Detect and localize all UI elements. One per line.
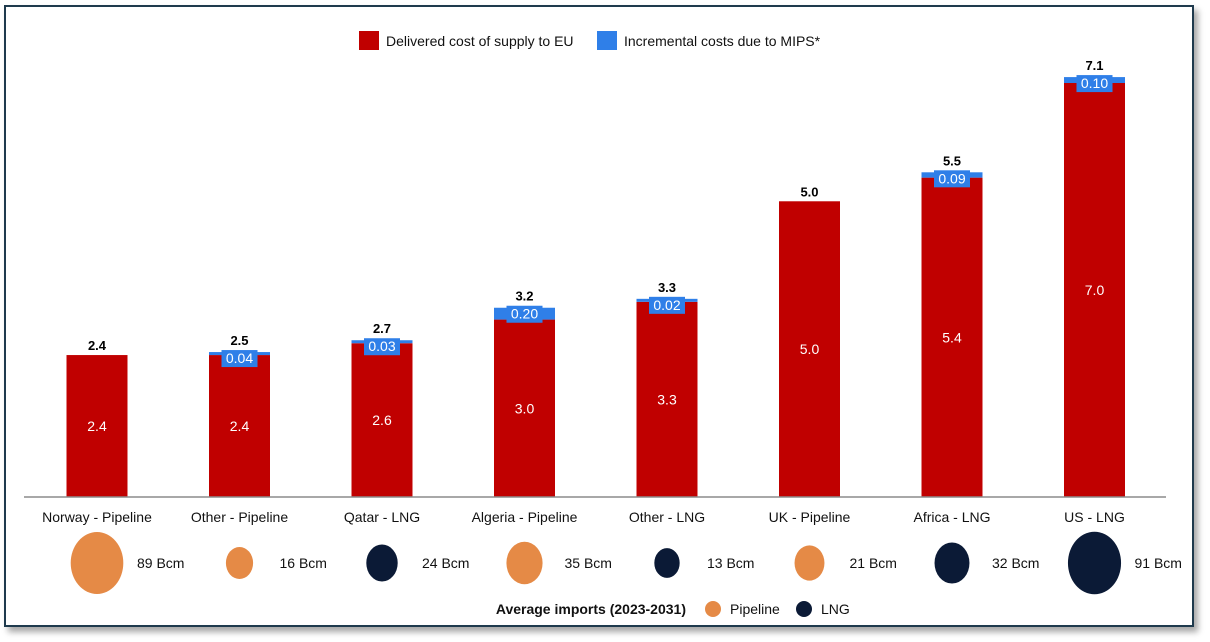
total-value-label: 5.5: [943, 153, 961, 168]
legend-label-incremental-costs: Incremental costs due to MIPS*: [624, 33, 821, 49]
bar-value-label: 5.4: [942, 329, 962, 345]
total-value-label: 2.5: [230, 333, 248, 348]
incremental-value-label: 0.20: [511, 306, 538, 322]
bar-value-label: 2.6: [372, 412, 392, 428]
import-bubble: [70, 532, 124, 594]
x-tick-label: Algeria - Pipeline: [472, 509, 578, 525]
import-bubble-label: 16 Bcm: [280, 555, 327, 571]
bar-delivered-cost: [494, 319, 555, 497]
incremental-value-label: 0.03: [368, 338, 395, 354]
total-value-label: 7.1: [1085, 58, 1103, 73]
total-value-label: 3.2: [515, 289, 533, 304]
bubble-legend-pipeline-marker: [705, 601, 721, 617]
bar-delivered-cost: [1064, 83, 1125, 497]
incremental-label-box: [649, 296, 685, 314]
bars: 2.4 2.4 2.4 0.04 2.5 2.6 0.03 2.7 3.0 0.20 3.2 3.3 0…: [66, 58, 1125, 498]
import-bubble: [654, 548, 680, 578]
bubble-legend-lng-marker: [796, 601, 812, 617]
incremental-label-box: [364, 338, 400, 356]
x-tick-label: Qatar - LNG: [344, 509, 420, 525]
legend-label-delivered-cost: Delivered cost of supply to EU: [386, 33, 574, 49]
total-value-label: 5.0: [800, 184, 818, 199]
x-tick-label: Africa - LNG: [913, 509, 990, 525]
bar-delivered-cost: [636, 301, 698, 497]
bar-delivered-cost: [921, 177, 983, 497]
bubble-legend-title: Average imports (2023-2031): [496, 601, 686, 617]
total-value-label: 2.4: [88, 338, 107, 353]
import-bubble-label: 89 Bcm: [137, 555, 184, 571]
import-bubble-label: 32 Bcm: [992, 555, 1039, 571]
bar-delivered-cost: [779, 201, 840, 498]
total-value-label: 3.3: [658, 280, 676, 295]
legend-swatch-incremental-costs: [597, 31, 617, 50]
bar-value-label: 7.0: [1085, 282, 1105, 298]
import-bubble-label: 91 Bcm: [1135, 555, 1182, 571]
bubble-legend-lng-label: LNG: [821, 601, 850, 617]
x-tick-label: Other - LNG: [629, 509, 705, 525]
incremental-value-label: 0.04: [226, 350, 253, 366]
bar-value-label: 2.4: [87, 418, 107, 434]
incremental-label-box: [1076, 75, 1113, 93]
x-tick-label: Other - Pipeline: [191, 509, 288, 525]
legend: Delivered cost of supply to EU Increment…: [359, 31, 821, 50]
bar-delivered-cost: [66, 355, 128, 497]
import-bubble-label: 35 Bcm: [565, 555, 612, 571]
import-bubbles: 89 Bcm 16 Bcm 24 Bcm 35 Bcm 13 Bcm 21 Bcm 32 B…: [70, 531, 1182, 595]
import-bubble-label: 24 Bcm: [422, 555, 469, 571]
legend-swatch-delivered-cost: [359, 31, 379, 50]
import-bubble-label: 13 Bcm: [707, 555, 754, 571]
bar-value-label: 3.0: [515, 400, 535, 416]
bar-delivered-cost: [209, 355, 270, 497]
import-bubble: [934, 542, 970, 584]
incremental-label-box: [934, 170, 970, 188]
import-bubble: [1067, 531, 1122, 595]
incremental-value-label: 0.09: [938, 170, 965, 186]
bar-value-label: 2.4: [230, 418, 250, 434]
incremental-value-label: 0.10: [1081, 75, 1108, 91]
chart-frame: [4, 5, 1194, 627]
import-bubble: [794, 545, 825, 581]
x-tick-label: UK - Pipeline: [769, 509, 851, 525]
x-tick-label: US - LNG: [1064, 509, 1125, 525]
incremental-label-box: [221, 350, 258, 368]
x-tick-label: Norway - Pipeline: [42, 509, 152, 525]
bar-delivered-cost: [351, 343, 413, 497]
x-axis-tick-labels: Norway - Pipeline Other - Pipeline Qatar -…: [42, 509, 1125, 525]
import-bubble: [225, 547, 254, 579]
bar-value-label: 3.3: [657, 391, 677, 407]
bubble-legend-pipeline-label: Pipeline: [730, 601, 780, 617]
import-bubble: [366, 544, 398, 582]
import-bubble: [506, 541, 543, 585]
import-bubble-label: 21 Bcm: [850, 555, 897, 571]
bubble-legend: Average imports (2023-2031) Pipeline LNG: [496, 601, 850, 617]
incremental-label-box: [506, 305, 543, 323]
total-value-label: 2.7: [373, 321, 391, 336]
bar-value-label: 5.0: [800, 341, 820, 357]
incremental-value-label: 0.02: [653, 297, 680, 313]
